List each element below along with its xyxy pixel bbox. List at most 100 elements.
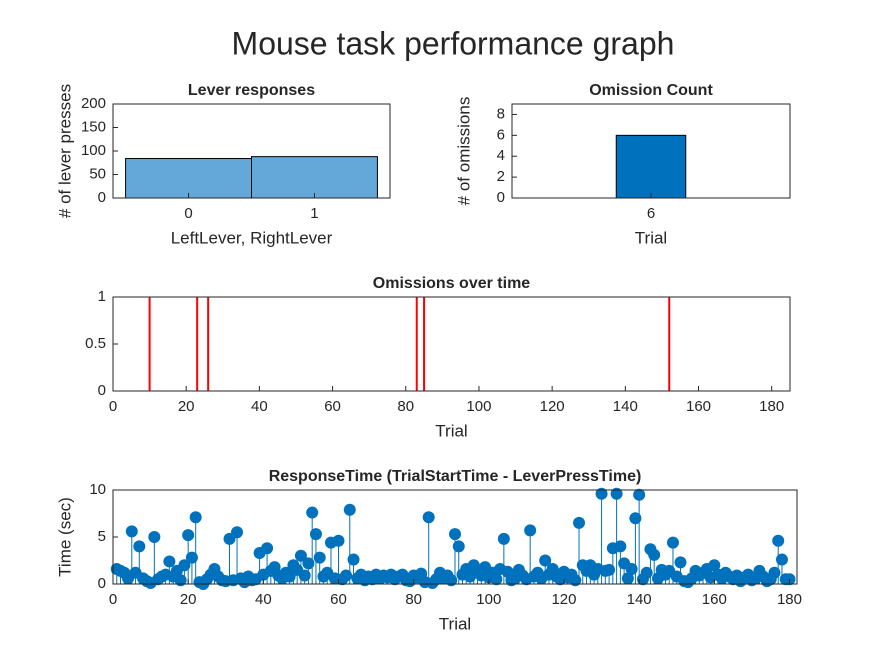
- y-tick-label: 2: [497, 168, 505, 185]
- y-axis-label: # of lever presses: [55, 84, 74, 218]
- y-tick-label: 0.5: [85, 335, 106, 352]
- figure-title: Mouse task performance graph: [232, 25, 675, 61]
- stem-marker: [452, 540, 465, 553]
- stem-marker: [163, 555, 176, 568]
- stem-marker: [347, 553, 360, 566]
- stem-marker: [569, 574, 582, 587]
- x-tick-label: 1: [310, 205, 318, 222]
- x-tick-label: 0: [109, 591, 117, 608]
- y-axis-label: # of omissions: [454, 97, 473, 206]
- stem-marker: [490, 573, 503, 586]
- histogram-bar: [615, 134, 687, 199]
- stem-marker: [708, 559, 721, 572]
- stem-marker: [621, 572, 634, 585]
- x-tick-label: 0: [184, 205, 192, 222]
- stem-marker: [614, 540, 627, 553]
- x-tick-label: 180: [777, 591, 802, 608]
- subplot-title: Omission Count: [589, 82, 713, 99]
- stem-marker: [294, 549, 307, 562]
- x-tick-label: 40: [255, 591, 272, 608]
- y-tick-label: 0: [497, 189, 505, 206]
- stem-marker: [449, 528, 461, 541]
- stem-marker: [343, 503, 356, 516]
- stem-marker: [133, 540, 146, 553]
- x-tick-label: 120: [551, 591, 576, 608]
- x-tick-label: 20: [180, 591, 197, 608]
- stem-marker: [445, 574, 458, 587]
- stem-marker: [539, 554, 552, 567]
- stem-marker: [595, 487, 608, 500]
- stem-marker: [185, 551, 198, 564]
- x-axis-label: Trial: [435, 421, 467, 440]
- x-tick-label: 180: [759, 398, 784, 415]
- stem-marker: [775, 553, 788, 566]
- x-tick-label: 20: [178, 398, 195, 415]
- stem-marker: [340, 569, 353, 582]
- stem-marker: [298, 569, 311, 582]
- stem-marker: [666, 536, 679, 549]
- stem-marker: [261, 542, 274, 555]
- plot-area: [113, 297, 790, 391]
- stem-marker: [610, 487, 623, 500]
- y-tick-label: 200: [81, 95, 106, 112]
- stem-marker: [674, 556, 687, 569]
- stem-marker: [306, 506, 319, 519]
- x-tick-label: 80: [405, 591, 422, 608]
- x-tick-label: 60: [330, 591, 347, 608]
- stem-marker: [497, 532, 510, 545]
- x-tick-label: 0: [109, 398, 117, 415]
- stem-marker: [309, 528, 322, 541]
- stem-marker: [625, 562, 638, 575]
- x-tick-label: 140: [613, 398, 638, 415]
- stem-marker: [603, 563, 616, 576]
- stem-marker: [178, 559, 191, 572]
- y-tick-label: 8: [497, 105, 505, 122]
- subplot-title: ResponseTime (TrialStartTime - LeverPres…: [269, 468, 642, 485]
- y-tick-label: 0: [98, 189, 106, 206]
- stem-marker: [332, 534, 345, 547]
- x-tick-label: 100: [466, 398, 491, 415]
- stem-marker: [640, 566, 653, 579]
- y-tick-label: 6: [497, 126, 505, 143]
- y-tick-label: 4: [497, 147, 505, 164]
- stem-marker: [524, 524, 537, 537]
- x-tick-label: 140: [627, 591, 652, 608]
- bar: [251, 156, 378, 199]
- stem-marker: [189, 511, 202, 524]
- y-tick-label: 0: [98, 382, 106, 399]
- stem-marker: [633, 488, 646, 501]
- stem-marker: [174, 574, 187, 587]
- x-tick-label: 120: [540, 398, 565, 415]
- stem-marker: [148, 531, 161, 543]
- x-tick-label: 80: [397, 398, 414, 415]
- x-tick-label: 60: [324, 398, 341, 415]
- stem-marker: [772, 534, 785, 547]
- x-tick-label: 40: [251, 398, 268, 415]
- x-axis-label: Trial: [439, 614, 471, 633]
- stem-marker: [422, 511, 435, 524]
- y-tick-label: 10: [89, 481, 106, 498]
- y-axis-label: Time (sec): [55, 497, 74, 577]
- x-axis-label: LeftLever, RightLever: [171, 228, 333, 247]
- stem-marker: [182, 529, 195, 542]
- y-tick-label: 150: [81, 118, 106, 135]
- stem-marker: [231, 526, 244, 539]
- subplot-title: Omissions over time: [373, 275, 530, 292]
- stem-marker: [313, 551, 326, 564]
- y-tick-label: 50: [89, 165, 106, 182]
- x-tick-label: 100: [476, 591, 501, 608]
- stem-marker: [768, 566, 781, 579]
- x-tick-label: 160: [702, 591, 727, 608]
- stem-marker: [648, 548, 661, 561]
- stem-marker: [629, 512, 642, 525]
- bar: [125, 158, 252, 199]
- x-axis-label: Trial: [635, 228, 667, 247]
- y-tick-label: 0: [98, 575, 106, 592]
- stem-marker: [302, 557, 315, 570]
- x-tick-label: 6: [647, 205, 655, 222]
- x-tick-label: 160: [686, 398, 711, 415]
- y-tick-label: 1: [98, 288, 106, 305]
- y-tick-label: 100: [81, 142, 106, 159]
- stem-marker: [573, 516, 586, 529]
